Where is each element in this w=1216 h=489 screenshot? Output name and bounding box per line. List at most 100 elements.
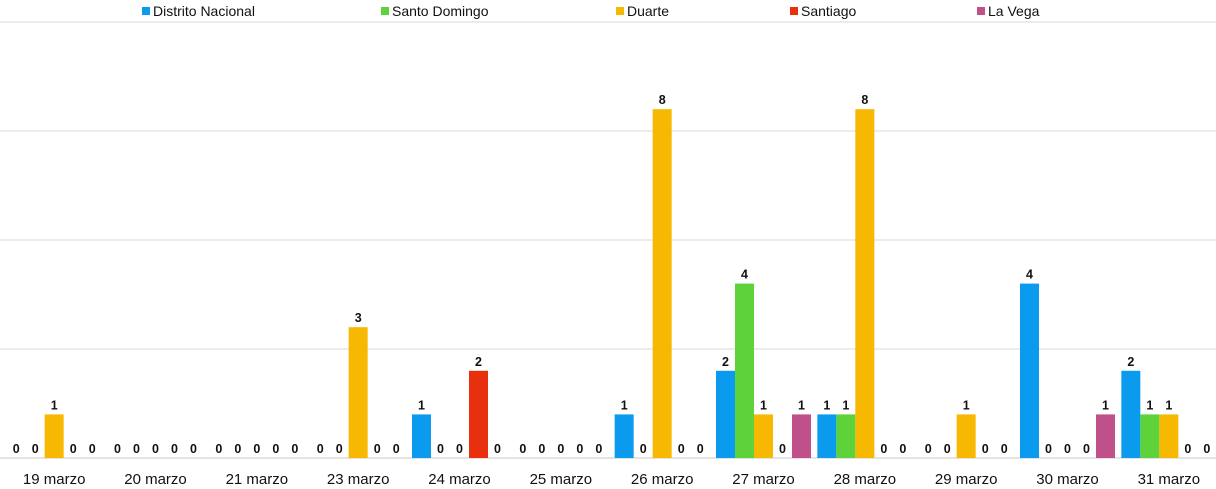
bar xyxy=(1121,371,1140,458)
x-tick-label: 31 marzo xyxy=(1138,471,1201,488)
data-label: 0 xyxy=(1203,442,1210,456)
data-label: 0 xyxy=(437,442,444,456)
data-label: 0 xyxy=(899,442,906,456)
x-tick-label: 27 marzo xyxy=(732,471,795,488)
data-label: 0 xyxy=(925,442,932,456)
data-label: 0 xyxy=(272,442,279,456)
data-label: 0 xyxy=(291,442,298,456)
bar xyxy=(349,327,368,458)
bar xyxy=(855,109,874,458)
bar xyxy=(1159,414,1178,458)
data-label: 8 xyxy=(861,93,868,107)
x-tick-label: 25 marzo xyxy=(530,471,593,488)
bar xyxy=(615,414,634,458)
data-label: 0 xyxy=(456,442,463,456)
data-label: 0 xyxy=(317,442,324,456)
bar xyxy=(792,414,811,458)
data-label: 0 xyxy=(779,442,786,456)
data-label: 0 xyxy=(678,442,685,456)
legend-label: Santo Domingo xyxy=(392,3,489,19)
x-tick-label: 21 marzo xyxy=(226,471,289,488)
x-tick-label: 26 marzo xyxy=(631,471,694,488)
legend-label: Santiago xyxy=(801,3,856,19)
bar xyxy=(1096,414,1115,458)
data-label: 1 xyxy=(842,398,849,412)
data-label: 1 xyxy=(1146,398,1153,412)
legend-swatch xyxy=(790,7,798,15)
data-label: 1 xyxy=(51,398,58,412)
bar xyxy=(735,284,754,458)
data-label: 0 xyxy=(190,442,197,456)
legend-swatch xyxy=(616,7,624,15)
data-label: 0 xyxy=(89,442,96,456)
x-tick-label: 19 marzo xyxy=(23,471,86,488)
data-label: 1 xyxy=(798,398,805,412)
legend-swatch xyxy=(977,7,985,15)
data-label: 1 xyxy=(1102,398,1109,412)
data-label: 4 xyxy=(1026,268,1033,282)
bar xyxy=(1140,414,1159,458)
x-tick-label: 28 marzo xyxy=(834,471,897,488)
data-label: 4 xyxy=(741,268,748,282)
x-tick-label: 29 marzo xyxy=(935,471,998,488)
legend-label: La Vega xyxy=(988,3,1040,19)
bar xyxy=(469,371,488,458)
data-label: 0 xyxy=(697,442,704,456)
data-label: 3 xyxy=(355,311,362,325)
x-tick-label: 20 marzo xyxy=(124,471,187,488)
legend-item: La Vega xyxy=(977,3,1040,19)
data-label: 8 xyxy=(659,93,666,107)
bar xyxy=(817,414,836,458)
data-label: 0 xyxy=(880,442,887,456)
legend-item: Santo Domingo xyxy=(381,3,489,19)
data-label: 0 xyxy=(152,442,159,456)
data-label: 0 xyxy=(114,442,121,456)
data-label: 0 xyxy=(32,442,39,456)
data-label: 0 xyxy=(336,442,343,456)
data-label: 2 xyxy=(722,355,729,369)
bar xyxy=(1020,284,1039,458)
x-tick-label: 23 marzo xyxy=(327,471,390,488)
legend-item: Duarte xyxy=(616,3,669,19)
data-label: 0 xyxy=(171,442,178,456)
legend-label: Distrito Nacional xyxy=(153,3,255,19)
data-label: 0 xyxy=(595,442,602,456)
data-label: 1 xyxy=(418,398,425,412)
data-label: 0 xyxy=(576,442,583,456)
legend-swatch xyxy=(381,7,389,15)
data-label: 0 xyxy=(70,442,77,456)
data-label: 0 xyxy=(982,442,989,456)
data-label: 1 xyxy=(760,398,767,412)
data-label: 0 xyxy=(133,442,140,456)
data-label: 0 xyxy=(944,442,951,456)
data-label: 0 xyxy=(234,442,241,456)
data-label: 0 xyxy=(1045,442,1052,456)
bar xyxy=(836,414,855,458)
data-label: 0 xyxy=(13,442,20,456)
bar xyxy=(653,109,672,458)
data-label: 0 xyxy=(494,442,501,456)
data-label: 1 xyxy=(621,398,628,412)
legend-swatch xyxy=(142,7,150,15)
data-label: 0 xyxy=(393,442,400,456)
data-label: 0 xyxy=(1064,442,1071,456)
data-label: 0 xyxy=(1001,442,1008,456)
data-label: 1 xyxy=(823,398,830,412)
bars xyxy=(45,109,1179,458)
legend: Distrito Nacional Santo Domingo Duarte Sant… xyxy=(142,3,1040,19)
bar xyxy=(957,414,976,458)
data-label: 0 xyxy=(519,442,526,456)
data-label: 0 xyxy=(557,442,564,456)
data-label: 0 xyxy=(1184,442,1191,456)
x-axis: 19 marzo 20 marzo 21 marzo 23 marzo 24 marzo… xyxy=(23,471,1200,488)
legend-item: Distrito Nacional xyxy=(142,3,255,19)
data-label: 1 xyxy=(1165,398,1172,412)
bar xyxy=(45,414,64,458)
x-tick-label: 30 marzo xyxy=(1036,471,1099,488)
data-label: 0 xyxy=(1083,442,1090,456)
data-label: 1 xyxy=(963,398,970,412)
data-label: 2 xyxy=(1127,355,1134,369)
data-label: 0 xyxy=(538,442,545,456)
x-tick-label: 24 marzo xyxy=(428,471,491,488)
legend-item: Santiago xyxy=(790,3,856,19)
